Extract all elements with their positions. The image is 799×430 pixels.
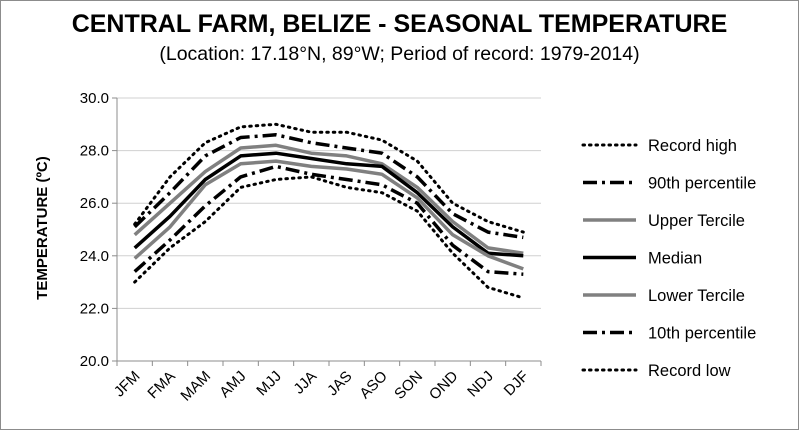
series-line-median	[133, 151, 524, 258]
legend-label-record-high: Record high	[648, 137, 737, 155]
y-tick-label: 26.0	[80, 195, 109, 212]
series-line-10th-percentile	[133, 164, 524, 276]
legend-label-record-low: Record low	[648, 362, 731, 380]
series-line-lower-tercile	[133, 159, 524, 271]
series-line-record-low	[133, 175, 525, 300]
x-tick-label: AMJ	[216, 368, 249, 401]
x-tick-label: JJA	[290, 368, 320, 398]
x-tick-label: JAS	[324, 368, 355, 399]
series-line-record-high	[133, 122, 525, 234]
y-tick-label: 24.0	[80, 248, 109, 265]
y-tick-label: 22.0	[80, 300, 109, 317]
y-axis-label: TEMPERATURE (ºC)	[34, 156, 51, 300]
y-tick-label: 28.0	[80, 143, 109, 160]
x-tick-label: MJJ	[253, 368, 284, 399]
series-line-90th-percentile	[133, 133, 524, 240]
x-tick-label: ASO	[356, 368, 390, 402]
x-tick-label: OND	[426, 368, 462, 404]
x-tick-label: SON	[391, 368, 426, 403]
legend-label-90th-percentile: 90th percentile	[648, 175, 756, 193]
series-lines	[133, 122, 525, 300]
legend: Record high 90th percentile Upper Tercile M…	[581, 137, 756, 380]
x-tick-label: FMA	[144, 368, 178, 402]
series-line-upper-tercile	[133, 143, 524, 255]
y-tick-label: 30.0	[80, 90, 109, 107]
y-axis-ticks: 20.0 22.0 24.0 26.0 28.0 30.0	[80, 90, 117, 370]
x-tick-label: JFM	[111, 368, 144, 401]
legend-label-lower-tercile: Lower Tercile	[648, 287, 745, 305]
legend-label-10th-percentile: 10th percentile	[648, 325, 756, 343]
chart-title: CENTRAL FARM, BELIZE - SEASONAL TEMPERAT…	[71, 10, 728, 38]
x-tick-label: MAM	[177, 368, 214, 405]
y-tick-label: 20.0	[80, 353, 109, 370]
legend-label-upper-tercile: Upper Tercile	[648, 212, 745, 230]
x-tick-label: DJF	[501, 368, 532, 399]
legend-label-median: Median	[648, 250, 702, 268]
x-tick-label: NDJ	[464, 368, 497, 401]
chart-subtitle: (Location: 17.18°N, 89°W; Period of reco…	[159, 43, 640, 65]
